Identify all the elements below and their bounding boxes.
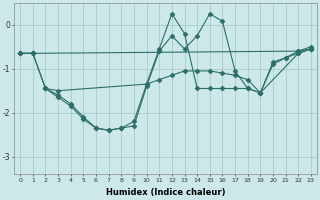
X-axis label: Humidex (Indice chaleur): Humidex (Indice chaleur) (106, 188, 225, 197)
